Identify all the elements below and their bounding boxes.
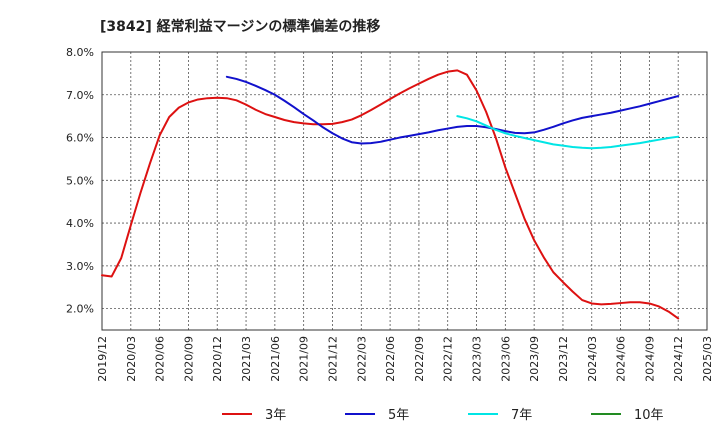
x-tick-label: 2020/06 (154, 336, 167, 382)
x-tick-label: 2021/09 (298, 336, 311, 382)
x-tick-label: 2022/12 (442, 336, 455, 382)
x-tick-label: 2019/12 (96, 336, 109, 382)
x-tick-label: 2023/09 (528, 336, 541, 382)
x-tick-label: 2024/03 (586, 336, 599, 382)
y-tick-label: 5.0% (66, 174, 94, 187)
y-axis-ticks: 2.0% 3.0% 4.0% 5.0% 6.0% 7.0% 8.0% (66, 46, 94, 316)
y-tick-label: 2.0% (66, 303, 94, 316)
y-tick-label: 3.0% (66, 260, 94, 273)
y-tick-label: 6.0% (66, 132, 94, 145)
series-lines (101, 69, 680, 320)
x-tick-label: 2022/03 (355, 336, 368, 382)
x-tick-label: 2024/09 (643, 336, 656, 382)
series-line-3 (456, 115, 680, 150)
plot-border (101, 51, 708, 331)
legend-label: 10年 (634, 408, 664, 423)
series-line-2 (225, 75, 680, 145)
x-tick-label: 2020/03 (125, 336, 138, 382)
x-tick-label: 2025/03 (701, 336, 714, 382)
y-tick-label: 4.0% (66, 217, 94, 230)
x-tick-label: 2021/06 (269, 336, 282, 382)
x-tick-label: 2022/06 (384, 336, 397, 382)
y-tick-label: 7.0% (66, 89, 94, 102)
x-tick-label: 2020/09 (182, 336, 195, 382)
legend-label: 3年 (265, 408, 286, 423)
x-tick-label: 2020/12 (211, 336, 224, 382)
x-tick-label: 2023/06 (499, 336, 512, 382)
x-tick-label: 2023/12 (557, 336, 570, 382)
x-tick-label: 2021/12 (326, 336, 339, 382)
x-tick-label: 2023/03 (471, 336, 484, 382)
chart-title: [3842] 経常利益マージンの標準偏差の推移 (100, 18, 380, 35)
x-tick-label: 2022/09 (413, 336, 426, 382)
legend-label: 7年 (511, 408, 532, 423)
x-tick-label: 2024/06 (615, 336, 628, 382)
series-line-1 (101, 69, 680, 320)
legend-label: 5年 (388, 408, 409, 423)
legend: 3年 5年 7年 10年 (222, 408, 664, 423)
x-axis-ticks: 2019/12 2020/03 2020/06 2020/09 2020/12 2021/… (96, 336, 714, 382)
y-tick-label: 8.0% (66, 46, 94, 59)
x-tick-label: 2021/03 (240, 336, 253, 382)
x-tick-label: 2024/12 (672, 336, 685, 382)
plot-area (102, 52, 707, 330)
